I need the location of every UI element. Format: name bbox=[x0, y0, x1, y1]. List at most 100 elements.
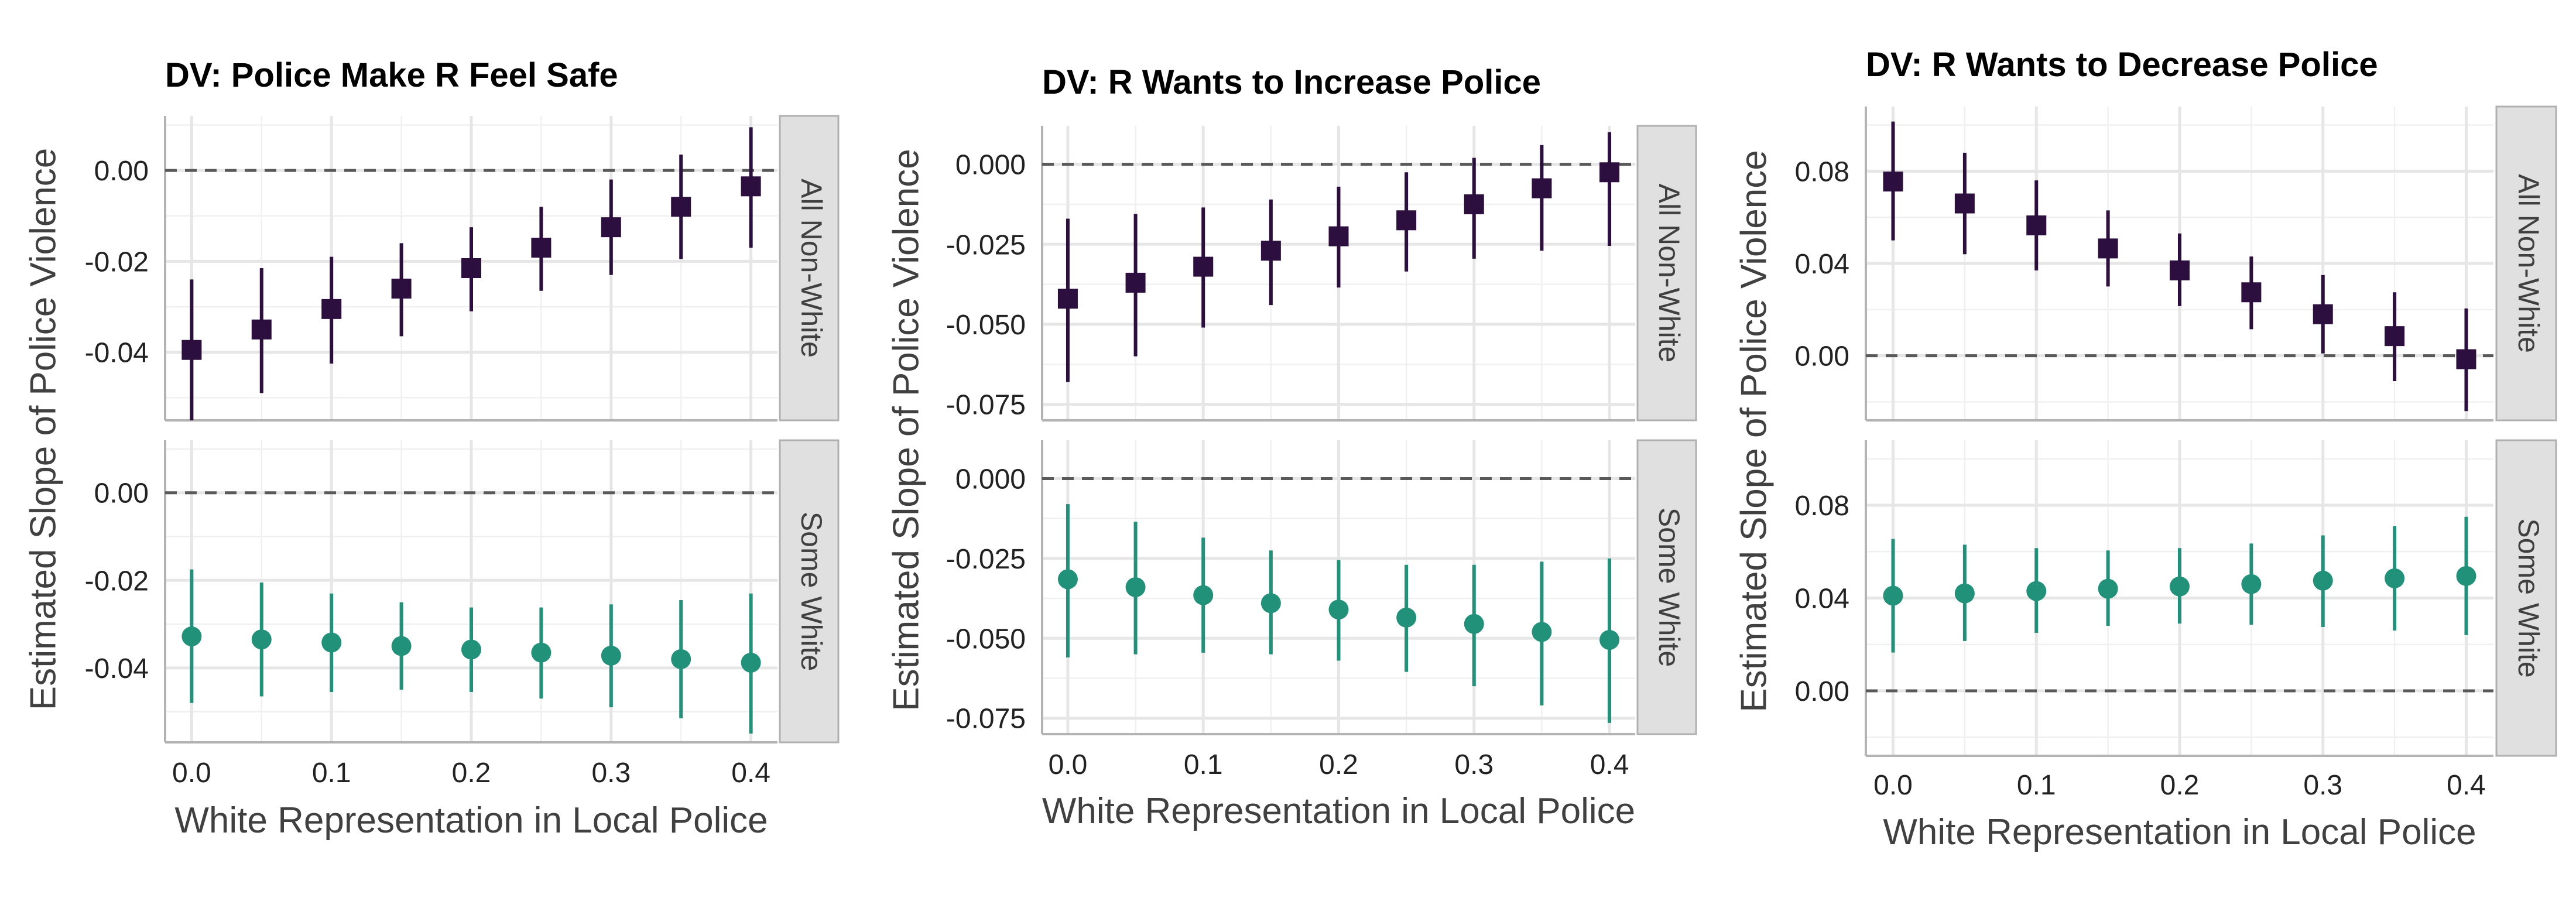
y-tick-label: 0.00 bbox=[94, 478, 149, 509]
facet-some-white: 0.08 0.04 0.00 Some White bbox=[1795, 439, 2557, 757]
x-tick-label: 0.2 bbox=[1319, 749, 1358, 780]
point-estimate bbox=[1599, 630, 1620, 650]
point-estimate bbox=[1396, 607, 1417, 628]
point-estimate bbox=[2170, 576, 2190, 597]
y-tick-label: 0.04 bbox=[1795, 249, 1849, 280]
chart-title: DV: R Wants to Increase Police bbox=[1042, 63, 1541, 101]
point-estimate bbox=[601, 645, 621, 666]
x-tick-label: 0.4 bbox=[2447, 770, 2486, 801]
facet-all-non-white: 0.000 -0.025 -0.050 -0.075 All Non-White bbox=[946, 125, 1697, 422]
y-axis-title: Estimated Slope of Police Violence bbox=[23, 148, 63, 710]
y-tick-label: -0.050 bbox=[946, 310, 1026, 341]
x-tick-label: 0.2 bbox=[452, 758, 491, 789]
point-estimate bbox=[2098, 238, 2118, 259]
point-estimate bbox=[1193, 256, 1214, 277]
x-axis-title: White Representation in Local Police bbox=[1042, 791, 1635, 831]
point-estimate bbox=[2241, 282, 2262, 303]
point-estimate bbox=[2385, 326, 2405, 347]
point-estimate bbox=[1057, 289, 1078, 309]
point-estimate bbox=[531, 238, 551, 258]
point-estimate bbox=[2456, 566, 2476, 586]
facet-some-white: 0.000 -0.025 -0.050 -0.075 Some White bbox=[946, 439, 1697, 735]
facet-strip bbox=[779, 439, 840, 744]
point-estimate bbox=[2385, 568, 2405, 588]
point-estimate bbox=[461, 639, 481, 660]
point-estimate bbox=[461, 258, 481, 278]
point-estimate bbox=[2170, 260, 2190, 280]
point-estimate bbox=[391, 636, 412, 656]
point-estimate bbox=[2313, 304, 2333, 324]
point-estimate bbox=[1532, 622, 1552, 642]
chart-panel-1: DV: Police Make R Feel Safe 0.00 -0.02 -0.0… bbox=[23, 56, 840, 841]
chart-panel-3: DV: R Wants to Decrease Police 0.08 0.04 0.… bbox=[1734, 46, 2557, 852]
x-tick-label: 0.1 bbox=[1184, 749, 1223, 780]
chart-title: DV: Police Make R Feel Safe bbox=[165, 56, 618, 94]
y-tick-label: -0.025 bbox=[946, 544, 1026, 575]
point-estimate bbox=[741, 652, 761, 673]
y-tick-label: -0.04 bbox=[85, 338, 149, 369]
y-tick-label: 0.08 bbox=[1795, 156, 1849, 187]
point-estimate bbox=[321, 632, 342, 653]
y-tick-label: 0.000 bbox=[955, 464, 1026, 495]
point-estimate bbox=[391, 278, 412, 299]
y-axis-title: Estimated Slope of Police Violence bbox=[886, 149, 926, 711]
chart-panel-2: DV: R Wants to Increase Police 0.000 -0.02… bbox=[886, 63, 1697, 831]
y-tick-label: 0.00 bbox=[1795, 676, 1849, 707]
facet-all-non-white: 0.00 -0.02 -0.04 All Non-White bbox=[85, 115, 840, 422]
point-estimate bbox=[1464, 614, 1484, 634]
point-estimate bbox=[741, 176, 761, 197]
point-estimate bbox=[671, 197, 691, 217]
point-estimate bbox=[2313, 570, 2333, 591]
point-estimate bbox=[671, 649, 691, 669]
point-estimate bbox=[1396, 210, 1417, 231]
x-axis-title: White Representation in Local Police bbox=[174, 800, 768, 841]
x-tick-label: 0.1 bbox=[312, 758, 351, 789]
x-tick-label: 0.3 bbox=[1454, 749, 1493, 780]
facet-some-white: 0.00 -0.02 -0.04 Some White bbox=[85, 439, 840, 744]
y-tick-label: 0.04 bbox=[1795, 584, 1849, 615]
facet-strip bbox=[2495, 439, 2557, 757]
point-estimate bbox=[1532, 178, 1552, 198]
point-estimate bbox=[251, 319, 272, 340]
point-estimate bbox=[321, 299, 342, 319]
y-tick-label: -0.025 bbox=[946, 229, 1026, 261]
y-tick-label: -0.075 bbox=[946, 704, 1026, 735]
point-estimate bbox=[1328, 599, 1349, 620]
point-estimate bbox=[1125, 272, 1146, 293]
x-tick-label: 0.0 bbox=[172, 758, 211, 789]
facet-strip bbox=[779, 115, 840, 422]
point-estimate bbox=[2098, 578, 2118, 599]
facet-strip-label: All Non-White bbox=[1653, 184, 1686, 363]
x-tick-label: 0.0 bbox=[1873, 770, 1913, 801]
point-estimate bbox=[2456, 349, 2476, 369]
y-tick-label: -0.050 bbox=[946, 623, 1026, 655]
point-estimate bbox=[1260, 241, 1281, 261]
y-tick-label: 0.08 bbox=[1795, 491, 1849, 522]
point-estimate bbox=[1125, 577, 1146, 597]
y-tick-label: -0.02 bbox=[85, 246, 149, 278]
point-estimate bbox=[601, 217, 621, 238]
y-tick-label: 0.000 bbox=[955, 150, 1026, 181]
facet-strip bbox=[1636, 125, 1697, 422]
point-estimate bbox=[1328, 226, 1349, 246]
point-estimate bbox=[181, 340, 202, 360]
point-estimate bbox=[531, 642, 551, 663]
point-estimate bbox=[251, 629, 272, 650]
facet-strip bbox=[2495, 105, 2557, 422]
facet-strip-label: All Non-White bbox=[795, 179, 828, 358]
point-estimate bbox=[2241, 574, 2262, 594]
x-tick-label: 0.4 bbox=[731, 758, 770, 789]
point-estimate bbox=[1954, 193, 1975, 214]
point-estimate bbox=[1193, 585, 1214, 605]
y-tick-label: -0.04 bbox=[85, 653, 149, 684]
y-tick-label: -0.02 bbox=[85, 566, 149, 597]
y-axis-title: Estimated Slope of Police Violence bbox=[1734, 150, 1774, 712]
x-axis-title: White Representation in Local Police bbox=[1883, 812, 2476, 852]
x-tick-label: 0.3 bbox=[591, 758, 631, 789]
point-estimate bbox=[181, 626, 202, 647]
facet-strip-label: All Non-White bbox=[2512, 174, 2545, 353]
x-tick-label: 0.0 bbox=[1049, 749, 1088, 780]
y-tick-label: 0.00 bbox=[1795, 341, 1849, 372]
chart-title: DV: R Wants to Decrease Police bbox=[1866, 46, 2378, 84]
